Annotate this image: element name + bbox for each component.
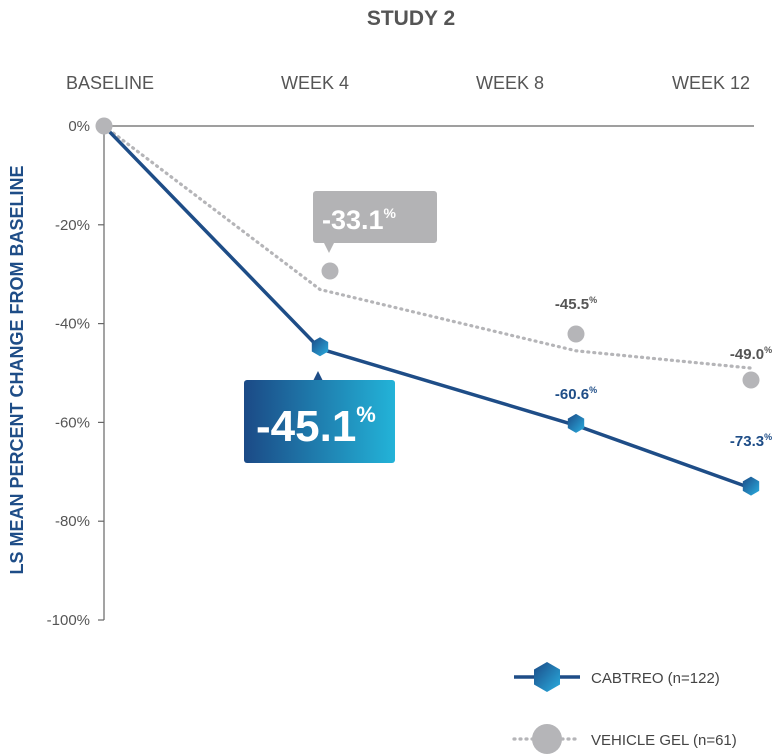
callout-pointer: [324, 243, 334, 253]
legend: CABTREO (n=122) VEHICLE GEL (n=61): [512, 662, 737, 754]
series-layer: [95, 117, 760, 496]
percent-sign: %: [589, 385, 597, 395]
y-tick-label: -60%: [55, 414, 90, 431]
callout-pointer: [313, 371, 323, 381]
y-tick-label: -20%: [55, 217, 90, 234]
cabtreo-week8-label: -60.6%: [555, 385, 597, 403]
y-tick-label: -40%: [55, 316, 90, 333]
vehicle-point: [742, 371, 760, 389]
legend-marker-vehicle: [532, 724, 562, 754]
vehicle-point: [567, 325, 585, 343]
percent-sign: %: [356, 402, 376, 427]
x-tick-label: WEEK 8: [476, 73, 544, 93]
percent-sign: %: [764, 345, 772, 355]
cabtreo-point: [742, 476, 760, 496]
legend-label-vehicle: VEHICLE GEL (n=61): [591, 732, 737, 749]
callout-box: [313, 191, 437, 243]
y-tick-label: 0%: [68, 118, 90, 135]
y-tick-label: -80%: [55, 513, 90, 530]
cabtreo-week4-callout: -45.1%: [244, 371, 395, 463]
y-axis-label: LS MEAN PERCENT CHANGE FROM BASELINE: [7, 165, 27, 574]
percent-sign: %: [764, 432, 772, 442]
chart-title: STUDY 2: [367, 7, 455, 30]
vehicle-week8-label: -45.5%: [555, 295, 597, 313]
cabtreo-point: [567, 413, 585, 433]
axes: BASELINE WEEK 4 WEEK 8 WEEK 12 0% -20% -40% -60…: [47, 73, 754, 629]
series-line-cabtreo: [102, 124, 752, 490]
cabtreo-week12-label: -73.3%: [730, 432, 772, 450]
series-line-vehicle: [102, 124, 753, 370]
legend-item-cabtreo: CABTREO (n=122): [514, 662, 720, 692]
legend-marker-cabtreo: [534, 662, 560, 692]
legend-item-vehicle: VEHICLE GEL (n=61): [512, 724, 737, 754]
x-tick-label: WEEK 12: [672, 73, 750, 93]
cabtreo-week4-label: -45.1%: [256, 402, 376, 451]
vehicle-week12-label: -49.0%: [730, 345, 772, 363]
x-tick-label: WEEK 4: [281, 73, 349, 93]
x-tick-label: BASELINE: [66, 73, 154, 93]
y-tick-label: -100%: [47, 612, 90, 629]
vehicle-point: [95, 117, 113, 135]
callout-box: [244, 380, 395, 463]
percent-sign: %: [384, 205, 397, 221]
vehicle-week4-callout: -33.1%: [313, 191, 437, 253]
percent-sign: %: [589, 295, 597, 305]
legend-label-cabtreo: CABTREO (n=122): [591, 670, 720, 687]
data-labels: -33.1% -45.1% -45.5% -49.0% -60.6% -73.3%: [244, 191, 772, 463]
cabtreo-point: [311, 337, 329, 357]
vehicle-point: [321, 262, 339, 280]
